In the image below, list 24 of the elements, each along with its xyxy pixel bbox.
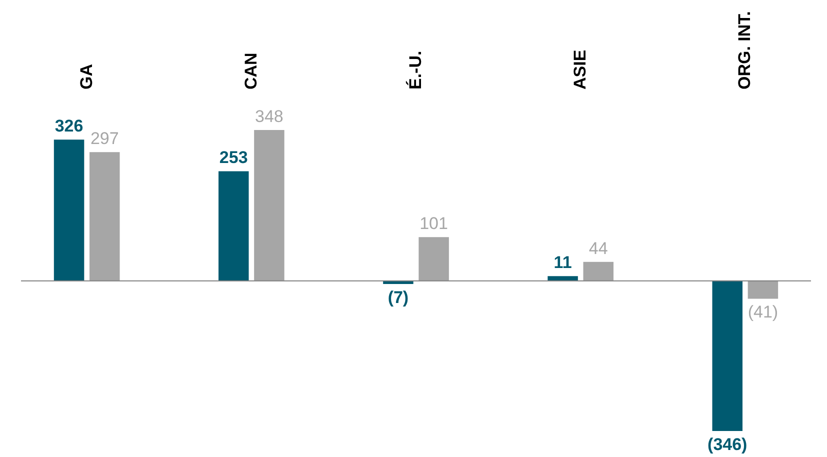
data-label: (41) — [748, 302, 778, 322]
bar — [418, 237, 449, 281]
bar — [748, 280, 778, 299]
x-tick-label: É.-U. — [405, 50, 425, 90]
data-label: 253 — [219, 148, 248, 168]
x-tick-label: CAN — [241, 52, 260, 90]
data-label: 101 — [420, 214, 448, 234]
x-tick-label: ASIE — [570, 50, 590, 90]
data-label: (7) — [388, 288, 409, 307]
bar — [218, 171, 249, 281]
data-label: 11 — [554, 253, 572, 272]
bar — [548, 276, 578, 281]
bar — [583, 262, 614, 281]
data-label: 348 — [255, 107, 284, 126]
data-label: 44 — [588, 238, 608, 258]
bar — [254, 130, 284, 281]
data-label: (346) — [708, 434, 748, 454]
bar — [54, 140, 84, 281]
x-tick-label: ORG. INT. — [735, 11, 754, 90]
bar — [90, 152, 120, 281]
x-tick-label: GA — [76, 64, 96, 90]
bar — [712, 280, 742, 431]
data-label: 297 — [90, 129, 119, 148]
data-label: 326 — [54, 116, 84, 136]
